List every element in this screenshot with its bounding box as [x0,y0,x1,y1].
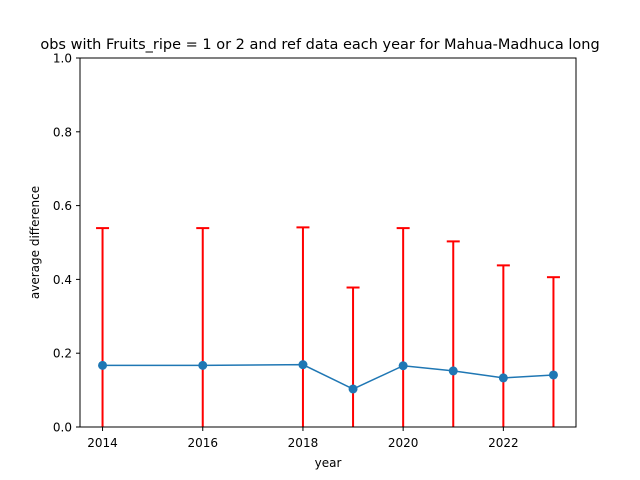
data-point [298,360,308,370]
y-tick-label: 0.0 [53,421,72,435]
y-tick-label: 0.8 [53,125,72,139]
y-tick-label: 0.2 [53,347,72,361]
x-axis-label: year [315,456,342,470]
error-bar [196,227,210,427]
data-point [348,384,358,394]
x-tick-label: 2020 [388,436,419,450]
error-bar [446,240,460,427]
data-point [448,366,458,376]
x-tick-label: 2018 [288,436,319,450]
error-bars [96,226,560,427]
y-axis: 0.0 0.2 0.4 0.6 0.8 1.0 [53,52,80,435]
y-axis-label: average difference [28,186,42,299]
x-tick-label: 2014 [87,436,118,450]
data-point [398,361,408,371]
y-tick-label: 1.0 [53,52,72,66]
data-point [98,360,108,370]
chart-title: obs with Fruits_ripe = 1 or 2 and ref da… [40,37,599,53]
data-point [548,370,558,380]
error-bar [496,264,510,427]
x-tick-label: 2016 [187,436,218,450]
error-bar [546,276,560,427]
series-line [102,363,554,390]
data-point [198,360,208,370]
y-tick-label: 0.6 [53,199,72,213]
x-tick-label: 2022 [488,436,519,450]
error-bar [296,226,310,427]
error-bar [96,227,110,427]
x-axis: 2014 2016 2018 2020 2022 [87,427,519,450]
error-bar [346,286,360,427]
error-bar [396,227,410,427]
plot-area [79,57,577,428]
series-layer [98,360,558,394]
data-point [498,373,508,383]
y-tick-label: 0.4 [53,273,72,287]
